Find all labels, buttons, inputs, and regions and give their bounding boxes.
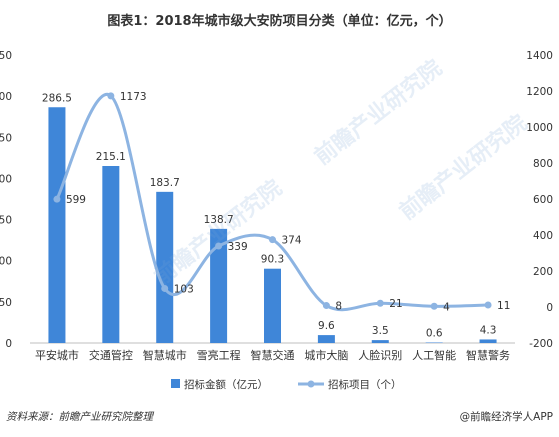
- bar: [479, 339, 497, 343]
- y-left-tick-label: 300: [0, 91, 12, 103]
- y-right-tick-label: 1200: [526, 86, 553, 98]
- bar-series: [48, 107, 497, 343]
- bar: [317, 335, 335, 343]
- legend-swatch-marker: [307, 380, 315, 388]
- brand-credit: @前瞻经济学人APP: [459, 411, 553, 423]
- line-series: [53, 92, 492, 312]
- bar-value-label: 9.6: [318, 320, 335, 332]
- source-note: 资料来源：前瞻产业研究院整理: [6, 411, 153, 423]
- bar-value-label: 138.7: [204, 214, 234, 226]
- bar: [371, 340, 389, 343]
- bar-value-label: 215.1: [96, 151, 126, 163]
- y-right-tick-label: 400: [533, 230, 553, 242]
- x-tick-label: 城市大脑: [304, 348, 348, 362]
- bar-value-label: 183.7: [150, 177, 180, 189]
- x-tick-label: 交通管控: [89, 348, 133, 362]
- line-point: [484, 301, 492, 309]
- x-tick-label: 人工智能: [412, 348, 456, 362]
- bar-value-label: 286.5: [42, 92, 72, 104]
- line-point: [376, 299, 384, 307]
- x-tick-label: 雪亮工程: [197, 348, 241, 362]
- y-left-tick-label: 150: [0, 215, 12, 227]
- line-point: [161, 284, 169, 292]
- line-value-label: 4: [443, 301, 450, 313]
- line-point: [430, 302, 438, 310]
- y-right-tick-label: 1000: [526, 122, 553, 134]
- y-left-tick-label: 50: [0, 297, 12, 309]
- legend-swatch-bar: [171, 379, 180, 388]
- y-right-tick-label: 0: [546, 302, 553, 314]
- line-value-label: 21: [389, 298, 402, 310]
- axes: 0 50 100 150 200 250 300 350 -200 0 200 400 600 800 10…: [0, 50, 553, 362]
- legend: 招标金额（亿元） 招标项目（个）: [171, 378, 402, 391]
- bar: [156, 191, 174, 343]
- x-tick-label: 人脸识别: [358, 348, 402, 362]
- line-value-label: 339: [228, 241, 248, 253]
- bar: [264, 268, 281, 343]
- y-right-tick-label: 800: [533, 158, 553, 170]
- line-point: [53, 195, 61, 203]
- line-point: [269, 236, 276, 244]
- bar-value-label: 90.3: [261, 254, 284, 266]
- y-right-tick-label: 1400: [526, 50, 553, 62]
- x-tick-label: 平安城市: [35, 348, 79, 362]
- y-left-tick-label: 350: [0, 50, 12, 62]
- y-left-tick-label: 0: [5, 338, 12, 350]
- line-value-label: 8: [335, 301, 342, 313]
- y-right-tick-label: -200: [529, 338, 553, 350]
- y-right-tick-label: 200: [533, 266, 553, 278]
- y-right-tick-label: 600: [533, 194, 553, 206]
- chart-title: 图表1：2018年城市级大安防项目分类（单位：亿元，个）: [107, 14, 452, 29]
- y-left-tick-label: 250: [0, 132, 12, 144]
- line-value-label: 599: [66, 194, 86, 206]
- y-left-tick-label: 100: [0, 256, 12, 268]
- line-point: [215, 242, 223, 250]
- data-labels: 286.5 215.1 183.7 138.7 90.3 9.6 3.5 0.6 4.3 599 1…: [42, 91, 511, 340]
- bar-value-label: 4.3: [480, 324, 497, 336]
- bar: [102, 166, 120, 343]
- line-value-label: 374: [282, 235, 302, 247]
- bar-value-label: 3.5: [372, 325, 389, 337]
- line-value-label: 1173: [120, 91, 147, 103]
- line-value-label: 103: [174, 283, 194, 295]
- line-point: [107, 92, 115, 100]
- bar-value-label: 0.6: [426, 328, 443, 340]
- bar: [48, 107, 66, 343]
- x-tick-label: 智慧城市: [143, 348, 187, 362]
- y-left-tick-label: 200: [0, 173, 12, 185]
- legend-label: 招标金额（亿元）: [184, 378, 268, 391]
- x-tick-label: 智慧交通: [251, 348, 295, 362]
- line-point: [322, 302, 330, 310]
- legend-label: 招标项目（个）: [328, 378, 402, 391]
- x-tick-label: 智慧警务: [466, 348, 510, 362]
- line-value-label: 11: [497, 300, 510, 312]
- bar: [210, 228, 228, 343]
